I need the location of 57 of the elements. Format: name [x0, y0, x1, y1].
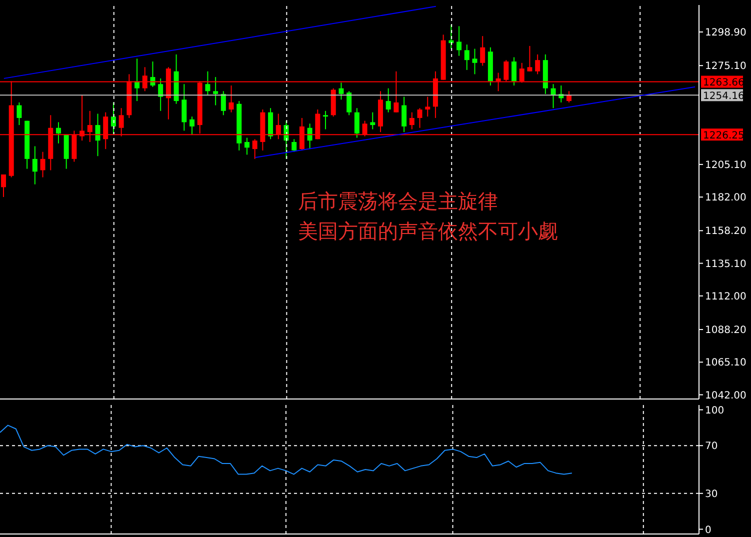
- ref-line-label: 1254.16: [703, 91, 744, 102]
- candlestick: [370, 112, 376, 130]
- candlestick: [110, 102, 116, 136]
- annotation: 后市震荡将会是主旋律: [298, 188, 498, 215]
- y-tick-label: 1205.10: [705, 160, 746, 171]
- candlestick: [535, 54, 540, 75]
- candlestick: [205, 70, 210, 96]
- candlestick: [472, 48, 478, 75]
- line-series: [0, 424, 572, 475]
- candlestick: [32, 146, 38, 185]
- candlestick: [134, 58, 140, 102]
- candlestick: [220, 90, 226, 116]
- candlestick: [425, 96, 430, 118]
- y-tick-label: 1112.00: [705, 291, 746, 302]
- y-tick-label: 100: [705, 405, 724, 416]
- y-tick-label: 1065.10: [705, 358, 746, 369]
- ref-line-label: 1263.66: [703, 78, 744, 89]
- candlestick: [323, 110, 328, 130]
- candlestick: [354, 108, 360, 138]
- candlestick: [338, 82, 344, 100]
- y-tick-label: 1275.10: [705, 61, 746, 72]
- y-tick-label: 1135.10: [705, 258, 746, 270]
- candlestick: [464, 44, 470, 70]
- y-tick-label: 1088.20: [705, 325, 746, 336]
- candlestick: [307, 123, 312, 150]
- candlestick: [182, 84, 187, 132]
- candlestick: [402, 96, 407, 133]
- candlestick: [56, 122, 61, 144]
- candlestick: [244, 137, 250, 156]
- candlestick: [95, 113, 100, 157]
- candlestick: [16, 102, 22, 126]
- y-tick-label: 1182.00: [705, 192, 746, 204]
- y-tick-label: 1158.20: [705, 226, 746, 238]
- candlestick: [417, 108, 422, 128]
- candlestick: [480, 36, 486, 66]
- y-tick-label: 30: [705, 488, 718, 500]
- annotation: 美国方面的声音依然不可小觑: [298, 218, 558, 245]
- candlestick: [566, 90, 572, 103]
- candlestick: [40, 151, 46, 178]
- y-tick-label: 0: [705, 524, 712, 536]
- candlestick: [292, 138, 297, 152]
- candlestick: [527, 45, 532, 72]
- candlestick: [1, 174, 6, 198]
- candlestick: [158, 78, 164, 112]
- candlestick: [189, 116, 194, 136]
- candlestick: [228, 84, 234, 113]
- candlestick: [252, 138, 258, 160]
- candlestick: [512, 56, 517, 86]
- candlestick: [456, 26, 462, 56]
- y-tick-label: 1042.00: [705, 390, 746, 402]
- y-tick-label: 70: [705, 441, 718, 452]
- candlestick: [386, 88, 391, 113]
- candlestick: [409, 112, 414, 130]
- candlestick: [213, 76, 218, 106]
- ref-line-label: 1226.25: [703, 130, 744, 142]
- candlestick: [346, 90, 352, 116]
- y-tick-label: 1298.90: [705, 28, 746, 39]
